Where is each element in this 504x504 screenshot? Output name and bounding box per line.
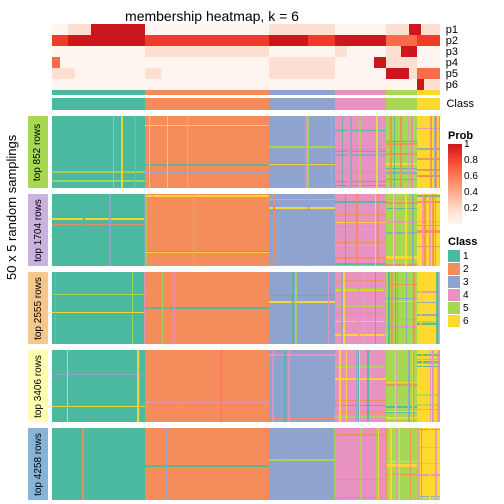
panel-sidebar-label: top 3406 rows <box>33 355 44 418</box>
p-row <box>52 68 440 79</box>
heatmap-block <box>269 428 335 500</box>
heatmap-block <box>52 428 145 500</box>
class-legend-item: 5 <box>448 302 498 314</box>
class-swatch <box>448 302 460 314</box>
panel-body <box>52 116 440 188</box>
panel-sidebar: top 2555 rows <box>28 272 48 344</box>
heatmap-panels: top 852 rowstop 1704 rowstop 2555 rowsto… <box>52 116 440 496</box>
panel-group: top 2555 rows <box>52 272 440 344</box>
class-swatch <box>448 250 460 262</box>
heatmap-block <box>145 350 269 422</box>
probability-rows <box>52 24 440 90</box>
class-num: 2 <box>463 264 469 275</box>
class-legend: Class 1 2 3 4 5 6 <box>448 236 498 327</box>
heatmap-block <box>386 272 417 344</box>
heatmap-block <box>335 350 385 422</box>
panel-body <box>52 272 440 344</box>
class-swatch <box>448 276 460 288</box>
heatmap-block <box>417 350 440 422</box>
prob-tick: 0.2 <box>464 203 478 214</box>
class-num: 1 <box>463 251 469 262</box>
heatmap-block <box>386 350 417 422</box>
class-legend-item: 3 <box>448 276 498 288</box>
class-strip-label: Class <box>446 98 474 110</box>
prob-tick: 0.8 <box>464 155 478 166</box>
panel-sidebar-label: top 4258 rows <box>33 433 44 496</box>
panel-body <box>52 350 440 422</box>
class-legend-title: Class <box>448 236 498 248</box>
class-num: 3 <box>463 277 469 288</box>
heatmap-block <box>335 428 385 500</box>
panel-sidebar-label: top 2555 rows <box>33 277 44 340</box>
class-swatch <box>448 289 460 301</box>
heatmap-block <box>145 116 269 188</box>
panel-sidebar: top 3406 rows <box>28 350 48 422</box>
heatmap-block <box>417 272 440 344</box>
heatmap-block <box>386 194 417 266</box>
p-row <box>52 46 440 57</box>
panel-sidebar: top 852 rows <box>28 116 48 188</box>
class-strip <box>52 98 440 110</box>
heatmap-block <box>52 116 145 188</box>
panel-group: top 3406 rows <box>52 350 440 422</box>
panel-body <box>52 428 440 500</box>
heatmap-block <box>269 272 335 344</box>
heatmap-block <box>417 194 440 266</box>
heatmap-block <box>417 116 440 188</box>
p-row <box>52 24 440 35</box>
p-row-label: p6 <box>446 79 458 91</box>
y-axis-label: 50 x 5 random samplings <box>4 135 19 280</box>
panel-sidebar-label: top 852 rows <box>33 123 44 180</box>
p-row <box>52 35 440 46</box>
heatmap-block <box>52 350 145 422</box>
heatmap-block <box>145 428 269 500</box>
class-strip-top <box>52 90 440 95</box>
class-num: 6 <box>463 316 469 327</box>
class-legend-item: 2 <box>448 263 498 275</box>
heatmap-block <box>145 194 269 266</box>
heatmap-block <box>145 272 269 344</box>
heatmap-block <box>52 194 145 266</box>
heatmap-block <box>335 272 385 344</box>
chart-title: membership heatmap, k = 6 <box>0 8 424 24</box>
class-num: 5 <box>463 303 469 314</box>
panel-group: top 4258 rows <box>52 428 440 500</box>
class-swatch <box>448 315 460 327</box>
prob-tick: 0.4 <box>464 187 478 198</box>
prob-tick: 0.6 <box>464 171 478 182</box>
heatmap-block <box>386 428 417 500</box>
heatmap-block <box>269 116 335 188</box>
heatmap-block <box>269 350 335 422</box>
heatmap-block <box>386 116 417 188</box>
class-swatch <box>448 263 460 275</box>
p-row <box>52 79 440 90</box>
heatmap-block <box>269 194 335 266</box>
legend: Prob 10.80.60.40.2 Class 123456 <box>448 130 498 328</box>
class-num: 4 <box>463 290 469 301</box>
heatmap-block <box>52 272 145 344</box>
p-row <box>52 57 440 68</box>
panel-sidebar: top 1704 rows <box>28 194 48 266</box>
panel-group: top 852 rows <box>52 116 440 188</box>
prob-tick: 1 <box>464 139 470 150</box>
prob-legend-title: Prob <box>448 130 498 142</box>
class-legend-item: 4 <box>448 289 498 301</box>
heatmap-block <box>335 116 385 188</box>
panel-group: top 1704 rows <box>52 194 440 266</box>
panel-sidebar-label: top 1704 rows <box>33 199 44 262</box>
heatmap-block <box>335 194 385 266</box>
panel-body <box>52 194 440 266</box>
panel-sidebar: top 4258 rows <box>28 428 48 500</box>
prob-gradient: 10.80.60.40.2 <box>448 144 462 224</box>
class-legend-item: 6 <box>448 315 498 327</box>
class-legend-item: 1 <box>448 250 498 262</box>
heatmap-block <box>417 428 440 500</box>
